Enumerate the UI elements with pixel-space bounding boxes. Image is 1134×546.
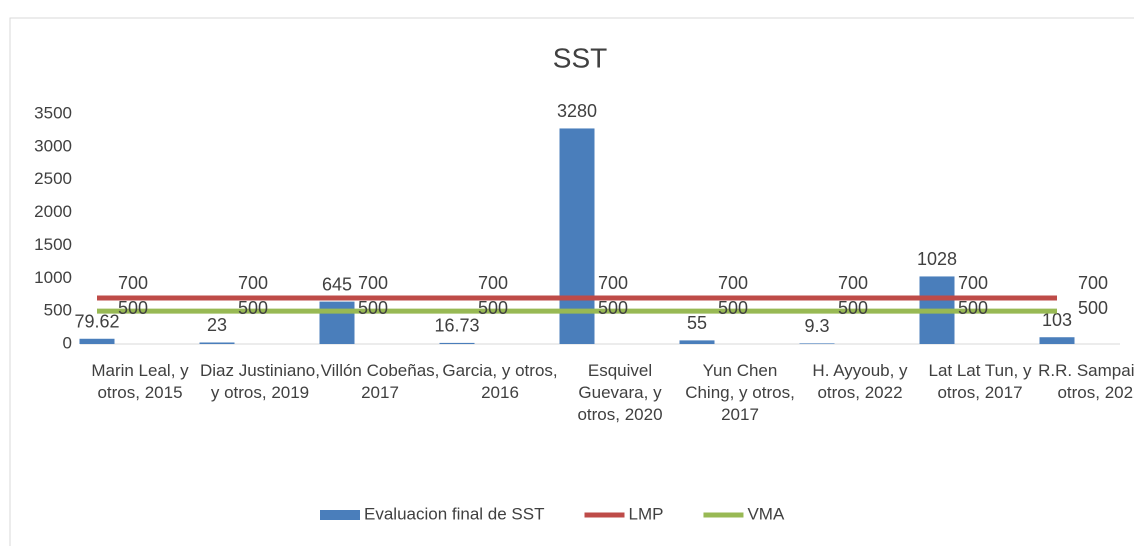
- data-label: 55: [687, 313, 707, 333]
- y-tick-label: 3000: [34, 136, 72, 155]
- y-tick-label: 2000: [34, 202, 72, 221]
- data-label: 3280: [557, 101, 597, 121]
- y-tick-label: 3500: [34, 103, 72, 122]
- data-label: 700: [838, 273, 868, 293]
- x-tick-label-box: Diaz Justiniano, y otros, 2019: [199, 361, 320, 402]
- data-label: 500: [358, 298, 388, 318]
- x-tick-label-box: Villón Cobeñas, 2017: [320, 361, 440, 402]
- data-label: 645: [322, 274, 352, 294]
- y-tick-label: 1500: [34, 235, 72, 254]
- y-tick-label: 1000: [34, 268, 72, 287]
- data-label: 700: [118, 273, 148, 293]
- bar: [319, 301, 355, 344]
- data-label: 700: [598, 273, 628, 293]
- y-tick-label: 500: [44, 301, 72, 320]
- data-label: 700: [358, 273, 388, 293]
- x-tick-label: Lat Lat Tun, y otros, 2017: [928, 361, 1032, 402]
- x-tick-label: Villón Cobeñas, 2017: [320, 361, 440, 402]
- chart-title: SST: [553, 42, 607, 73]
- legend-label: VMA: [747, 504, 785, 523]
- x-tick-label-box: Lat Lat Tun, y otros, 2017: [928, 361, 1032, 402]
- x-tick-label: Esquivel Guevara, y otros, 2020: [577, 361, 663, 424]
- data-label: 700: [478, 273, 508, 293]
- data-label: 500: [718, 298, 748, 318]
- data-label: 103: [1042, 310, 1072, 330]
- bar: [439, 342, 475, 344]
- x-tick-label: Marin Leal, y otros, 2015: [91, 361, 189, 402]
- x-tick-label-box: Marin Leal, y otros, 2015: [91, 361, 189, 402]
- x-tick-label: H. Ayyoub, y otros, 2022: [812, 361, 908, 402]
- data-label: 500: [238, 298, 268, 318]
- data-label: 16.73: [434, 316, 479, 336]
- data-label: 700: [1078, 273, 1108, 293]
- data-label: 1028: [917, 249, 957, 269]
- x-tick-label-box: Yun Chen Ching, y otros, 2017: [685, 361, 795, 424]
- x-tick-label-box: H. Ayyoub, y otros, 2022: [812, 361, 908, 402]
- data-label: 700: [718, 273, 748, 293]
- data-label: 500: [598, 298, 628, 318]
- bar: [199, 342, 235, 344]
- data-label: 500: [958, 298, 988, 318]
- legend-label: LMP: [629, 504, 664, 523]
- x-tick-label: Diaz Justiniano, y otros, 2019: [199, 361, 320, 402]
- data-label: 500: [478, 298, 508, 318]
- x-tick-label: Garcia, y otros, 2016: [442, 361, 558, 402]
- bar: [559, 128, 595, 344]
- data-label: 23: [207, 315, 227, 335]
- data-label: 500: [118, 298, 148, 318]
- bar: [799, 343, 835, 344]
- data-label: 500: [838, 298, 868, 318]
- bar: [1039, 337, 1075, 344]
- y-tick-label: 2500: [34, 169, 72, 188]
- x-tick-label-box: Esquivel Guevara, y otros, 2020: [577, 361, 663, 424]
- data-label: 79.62: [74, 312, 119, 332]
- legend-label: Evaluacion final de SST: [364, 504, 545, 523]
- x-tick-label: Yun Chen Ching, y otros, 2017: [685, 361, 795, 424]
- y-tick-label: 0: [63, 333, 72, 352]
- bar: [679, 340, 715, 344]
- legend-swatch: [320, 510, 360, 520]
- x-tick-label-box: Garcia, y otros, 2016: [442, 361, 558, 402]
- data-label: 9.3: [804, 316, 829, 336]
- data-label: 700: [958, 273, 988, 293]
- data-label: 700: [238, 273, 268, 293]
- bar: [79, 338, 115, 344]
- data-label: 500: [1078, 298, 1108, 318]
